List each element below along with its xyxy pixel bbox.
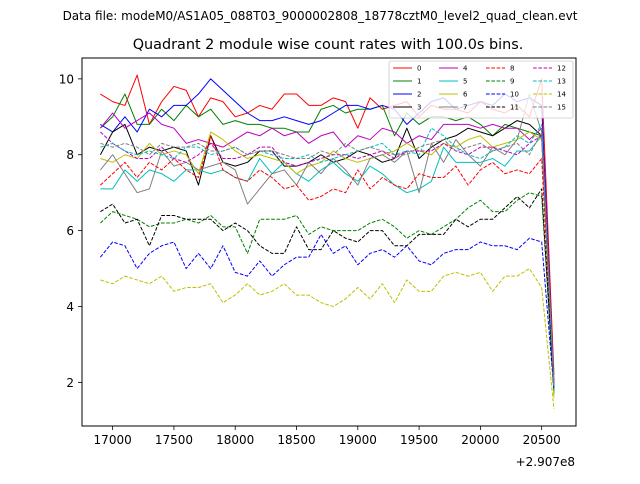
- legend-label-5: 5: [463, 78, 467, 86]
- legend-label-10: 10: [510, 91, 519, 99]
- x-axis-ticks: 17000 17500 18000 18500 19000 19500 20000 20500: [94, 426, 561, 447]
- y-tick-label: 8: [66, 148, 74, 162]
- legend-label-14: 14: [557, 91, 566, 99]
- series-line-7: [100, 93, 555, 390]
- x-tick-label: 19000: [339, 433, 377, 447]
- y-tick-label: 10: [59, 72, 74, 86]
- series-line-15: [100, 131, 555, 387]
- legend-label-7: 7: [463, 104, 467, 112]
- legend-label-8: 8: [510, 65, 514, 73]
- series-line-3: [99, 120, 555, 394]
- series-line-13: [100, 123, 555, 390]
- legend-label-11: 11: [510, 104, 519, 112]
- plot-frame: [81, 57, 577, 427]
- legend-label-1: 1: [417, 78, 421, 86]
- plot-area: [82, 58, 576, 426]
- series-line-14: [100, 268, 555, 409]
- chart-title: Quadrant 2 module wise count rates with …: [133, 37, 524, 53]
- series-line-4: [100, 112, 555, 383]
- legend-label-4: 4: [463, 65, 468, 73]
- series-line-9: [100, 192, 555, 390]
- y-tick-label: 6: [66, 224, 74, 238]
- x-tick-label: 18000: [216, 433, 254, 447]
- legend-box: [388, 60, 574, 119]
- legend-label-13: 13: [557, 78, 566, 86]
- x-tick-label: 17500: [155, 433, 193, 447]
- legend-label-12: 12: [557, 65, 566, 73]
- series-line-8: [100, 135, 555, 390]
- x-offset-label: +2.907e8: [516, 455, 575, 469]
- x-tick-label: 19500: [400, 433, 438, 447]
- x-tick-label: 17000: [94, 433, 132, 447]
- legend-label-0: 0: [417, 65, 421, 73]
- legend-label-6: 6: [463, 91, 468, 99]
- series-layer: [99, 74, 555, 409]
- series-line-11: [100, 188, 555, 390]
- y-axis-ticks: 2 4 6 8 10: [59, 72, 82, 390]
- y-tick-label: 2: [66, 376, 74, 390]
- legend-label-15: 15: [557, 104, 566, 112]
- series-line-10: [100, 233, 555, 391]
- suptitle: Data file: modeM0/AS1A05_088T03_90000028…: [63, 9, 578, 23]
- series-line-1: [100, 93, 555, 383]
- y-tick-label: 4: [66, 300, 74, 314]
- legend-label-2: 2: [417, 91, 421, 99]
- legend-label-9: 9: [510, 78, 514, 86]
- x-tick-label: 20500: [523, 433, 561, 447]
- x-tick-label: 18500: [277, 433, 315, 447]
- x-tick-label: 20000: [461, 433, 499, 447]
- legend-label-3: 3: [417, 104, 421, 112]
- series-line-12: [100, 131, 555, 387]
